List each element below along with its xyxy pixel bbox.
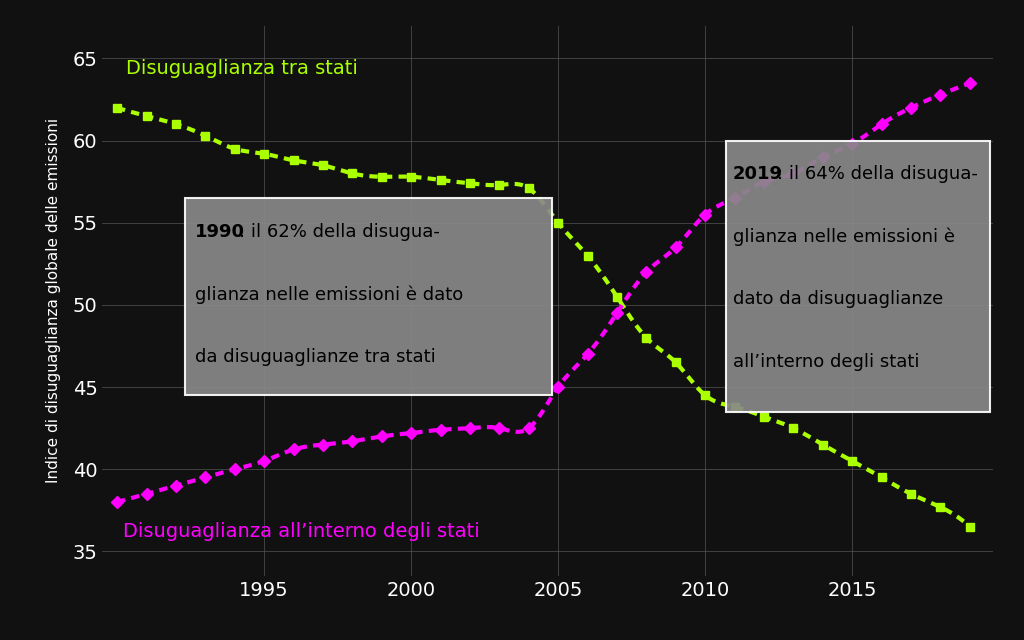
FancyBboxPatch shape	[184, 198, 552, 396]
Text: dato da disuguaglianze: dato da disuguaglianze	[733, 290, 943, 308]
Text: : il 62% della disugua-: : il 62% della disugua-	[240, 223, 440, 241]
Text: 1990: 1990	[195, 223, 245, 241]
Text: glianza nelle emissioni è: glianza nelle emissioni è	[733, 228, 955, 246]
Text: da disuguaglianze tra stati: da disuguaglianze tra stati	[195, 348, 436, 365]
Text: Disuguaglianza all’interno degli stati: Disuguaglianza all’interno degli stati	[123, 522, 479, 541]
Text: glianza nelle emissioni è dato: glianza nelle emissioni è dato	[195, 285, 463, 304]
Y-axis label: Indice di disuguaglianza globale delle emissioni: Indice di disuguaglianza globale delle e…	[46, 118, 61, 483]
Text: all’interno degli stati: all’interno degli stati	[733, 353, 920, 371]
FancyBboxPatch shape	[726, 141, 990, 412]
Text: 2019: 2019	[733, 165, 783, 183]
Text: : il 64% della disugua-: : il 64% della disugua-	[777, 165, 978, 183]
Text: Disuguaglianza tra stati: Disuguaglianza tra stati	[126, 59, 357, 78]
